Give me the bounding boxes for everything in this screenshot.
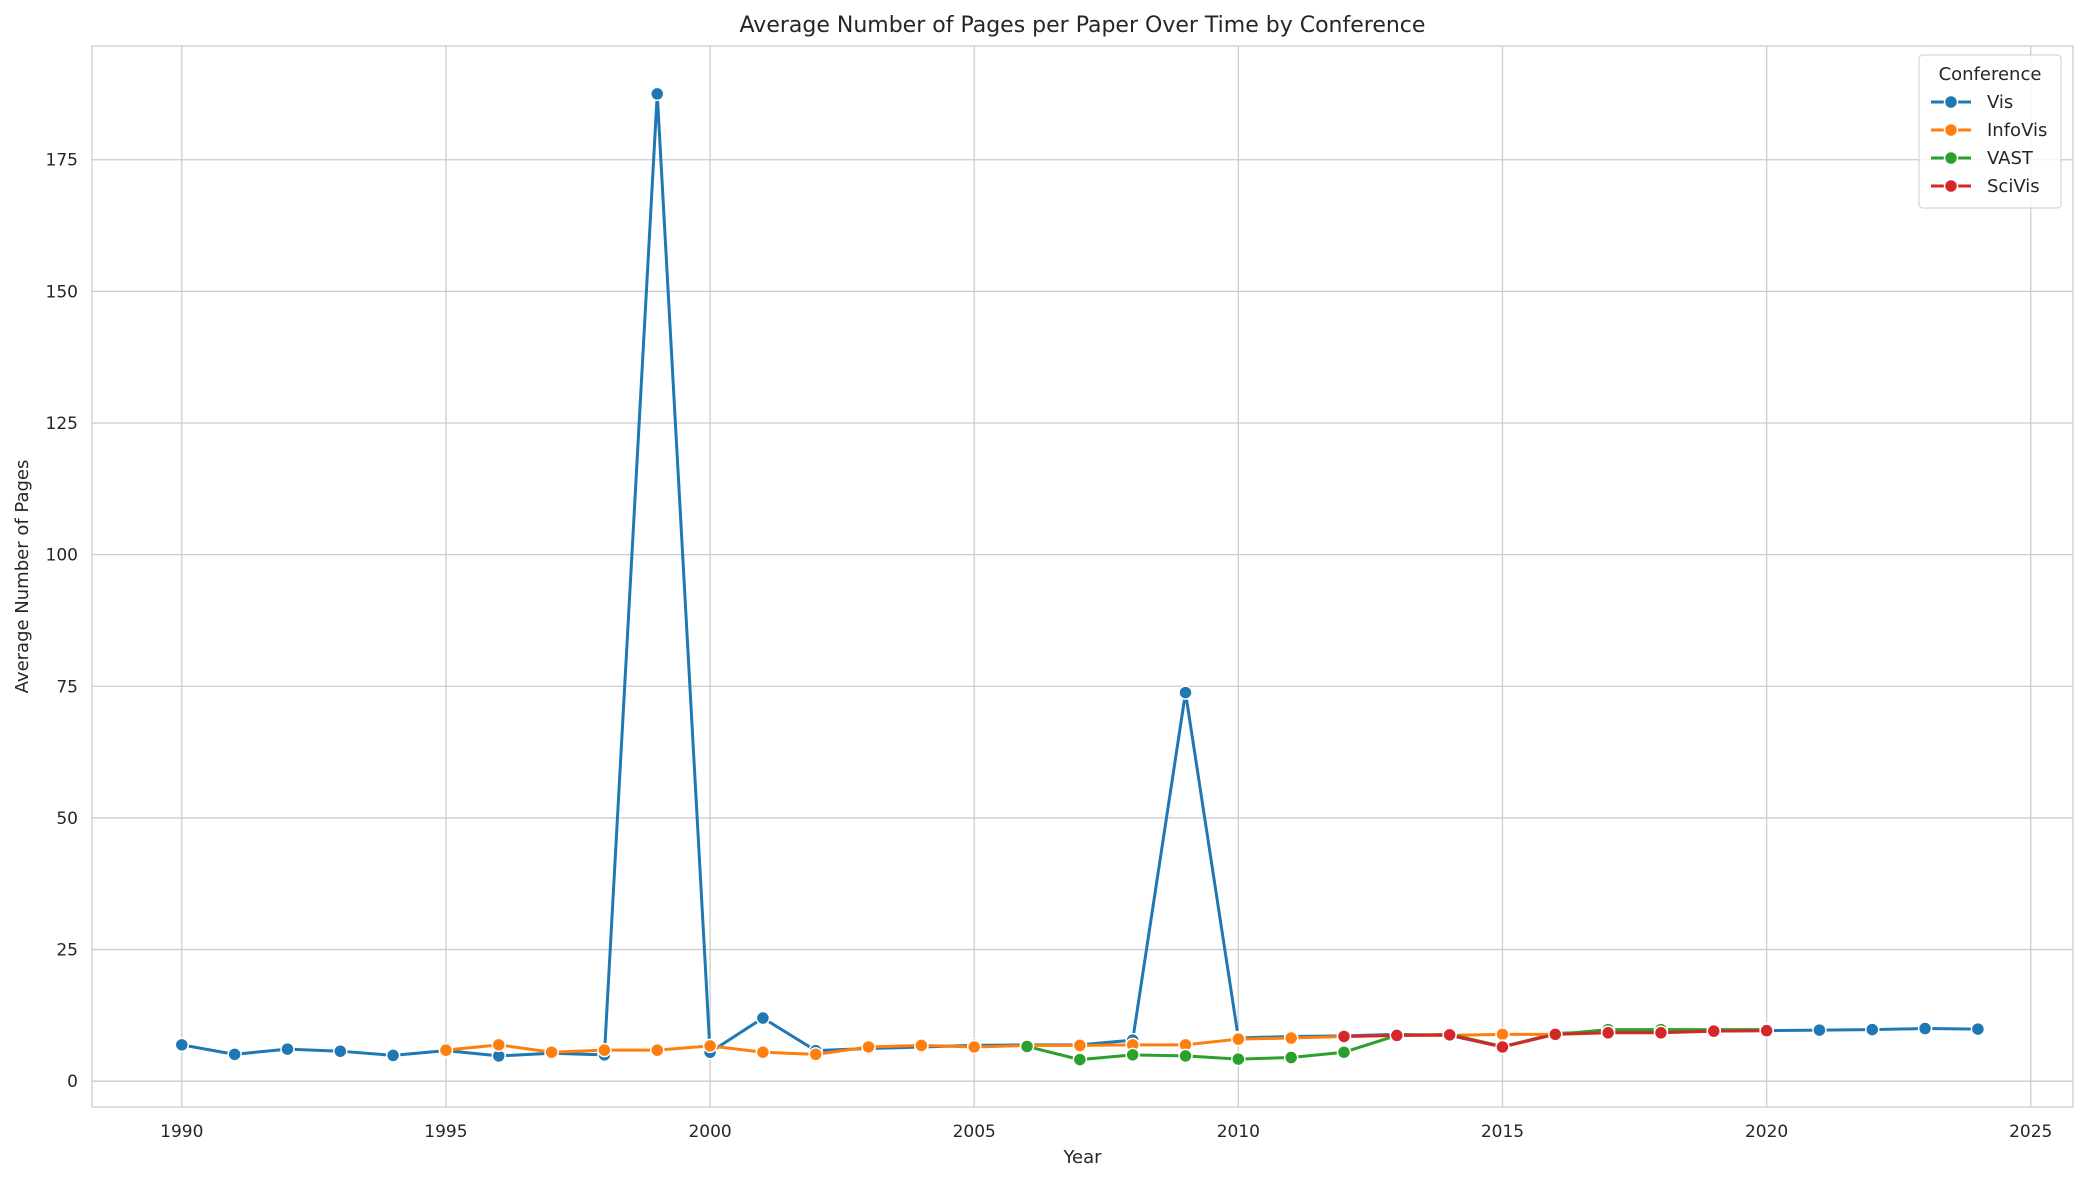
legend-marker-infovis <box>1943 122 1959 138</box>
data-point-vis <box>1812 1022 1827 1038</box>
data-point-infovis <box>491 1037 507 1053</box>
data-point-infovis <box>966 1039 982 1055</box>
data-point-scivis <box>1495 1039 1510 1055</box>
data-point-infovis <box>1495 1027 1510 1042</box>
data-point-scivis <box>1389 1028 1405 1043</box>
plot-background <box>92 46 2073 1107</box>
data-point-infovis <box>650 1042 665 1058</box>
series-scivis <box>1336 1023 1774 1055</box>
legend-box <box>1918 54 2062 209</box>
data-point-scivis <box>1336 1029 1352 1044</box>
x-tick-label: 2010 <box>1217 1122 1260 1142</box>
legend-marker-vis <box>1943 94 1959 110</box>
y-tick-label: 175 <box>46 151 78 171</box>
data-point-vis <box>1917 1021 1933 1036</box>
y-tick-label: 75 <box>56 677 78 697</box>
legend-label-vis: Vis <box>1987 92 2013 113</box>
data-point-vast <box>1336 1044 1352 1060</box>
legend-title: Conference <box>1939 64 2042 85</box>
x-tick-label: 2015 <box>1481 1122 1524 1142</box>
data-point-vast <box>1072 1052 1088 1067</box>
data-point-vis <box>333 1043 348 1059</box>
x-tick-label: 2020 <box>1745 1122 1788 1142</box>
data-point-scivis <box>1706 1023 1722 1039</box>
data-point-infovis <box>808 1047 823 1062</box>
data-point-vis <box>280 1041 295 1057</box>
legend-label-infovis: InfoVis <box>1987 120 2047 141</box>
data-point-infovis <box>1072 1038 1088 1053</box>
x-tick-label: 2005 <box>953 1122 996 1142</box>
data-point-infovis <box>438 1042 454 1058</box>
legend-label-vast: VAST <box>1987 148 2034 169</box>
legend-label-scivis: SciVis <box>1987 176 2040 197</box>
x-tick-label: 2025 <box>2009 1122 2052 1142</box>
data-point-scivis <box>1442 1027 1457 1043</box>
legend-marker-vast <box>1943 150 1959 166</box>
x-tick-label: 2000 <box>688 1122 731 1142</box>
data-point-infovis <box>597 1042 612 1058</box>
plot-frame <box>91 45 2074 1108</box>
y-axis-label: Average Number of Pages <box>12 460 33 694</box>
y-tick-label: 100 <box>46 546 78 566</box>
data-point-scivis <box>1653 1025 1669 1041</box>
x-tick-label: 1990 <box>160 1122 203 1142</box>
data-point-infovis <box>914 1038 929 1053</box>
y-axis-ticks: 0 25 50 75 100 125 150 175 <box>46 151 78 1092</box>
data-point-vis <box>174 1037 190 1053</box>
data-point-scivis <box>1548 1027 1563 1042</box>
y-tick-label: 25 <box>56 941 78 961</box>
data-point-vast <box>1283 1050 1299 1065</box>
y-tick-label: 150 <box>46 282 78 302</box>
grid <box>92 46 2073 1107</box>
data-point-scivis <box>1759 1023 1774 1038</box>
data-point-infovis <box>755 1044 771 1060</box>
x-axis-ticks: 1990 1995 2000 2005 2010 2015 2020 2025 <box>160 1122 2052 1142</box>
data-point-vast <box>1125 1047 1140 1063</box>
x-axis-label: Year <box>1062 1147 1102 1168</box>
legend: Conference Vis InfoVis VAST SciVis <box>1918 54 2062 209</box>
y-tick-label: 0 <box>67 1072 78 1092</box>
data-point-vis <box>1970 1021 1986 1037</box>
data-point-vis <box>650 86 665 102</box>
data-point-vast <box>1231 1051 1246 1067</box>
data-point-vis <box>385 1048 401 1063</box>
data-point-vis <box>755 1010 771 1026</box>
series <box>174 86 1986 1067</box>
data-point-infovis <box>544 1044 559 1060</box>
data-point-infovis <box>1283 1030 1299 1046</box>
y-tick-label: 125 <box>46 414 78 434</box>
data-point-vast <box>1178 1048 1193 1064</box>
chart-title: Average Number of Pages per Paper Over T… <box>740 13 1426 38</box>
y-tick-label: 50 <box>56 809 78 829</box>
data-point-infovis <box>702 1038 718 1054</box>
data-point-infovis <box>1231 1031 1246 1047</box>
data-point-vis <box>1865 1022 1880 1037</box>
x-tick-label: 1995 <box>424 1122 467 1142</box>
legend-entries: Vis InfoVis VAST SciVis <box>1931 92 2047 197</box>
data-point-vis <box>1178 685 1193 700</box>
data-point-vast <box>1019 1039 1035 1054</box>
data-point-vis <box>227 1047 242 1062</box>
data-point-scivis <box>1600 1025 1616 1041</box>
data-point-infovis <box>861 1039 876 1055</box>
legend-marker-scivis <box>1943 178 1959 194</box>
